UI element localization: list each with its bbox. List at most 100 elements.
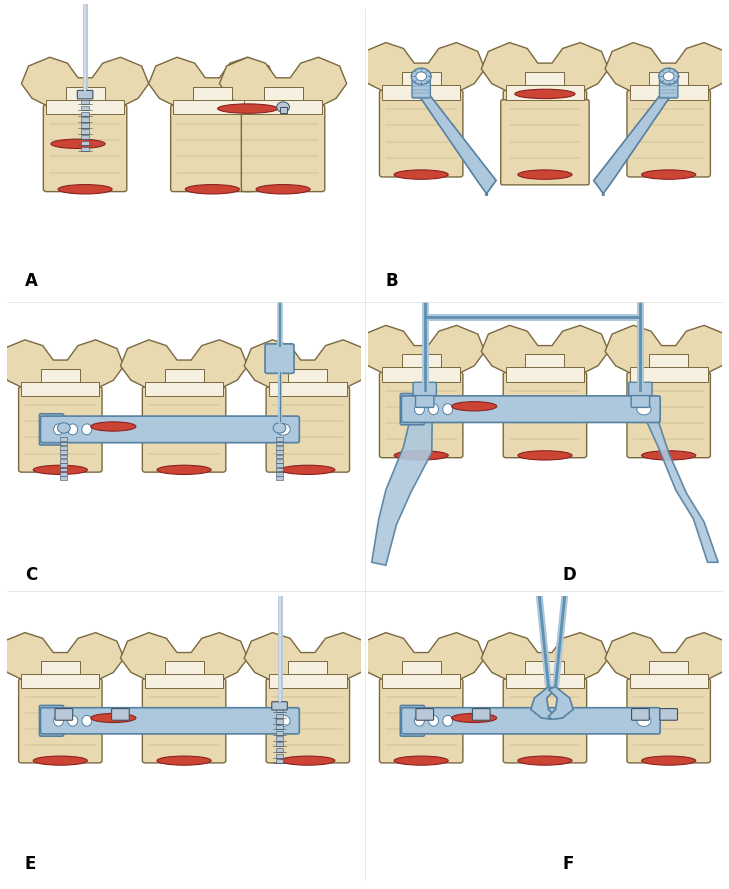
Bar [276,437,283,441]
Ellipse shape [394,451,448,460]
Polygon shape [402,661,440,678]
Circle shape [276,715,290,726]
FancyBboxPatch shape [272,701,287,710]
FancyBboxPatch shape [77,91,93,99]
Ellipse shape [51,139,105,148]
Bar [61,446,67,450]
Bar [276,459,283,462]
Bar [276,477,283,480]
FancyBboxPatch shape [501,100,589,185]
Ellipse shape [256,185,310,194]
FancyBboxPatch shape [241,105,325,192]
Bar [276,736,284,741]
Bar [61,477,67,480]
Ellipse shape [394,170,448,180]
Polygon shape [357,633,485,681]
Polygon shape [21,57,149,107]
Bar [81,117,89,122]
Text: C: C [25,565,37,583]
Polygon shape [219,57,347,107]
Bar [630,85,708,100]
Polygon shape [66,86,104,104]
FancyBboxPatch shape [265,344,294,373]
FancyBboxPatch shape [400,394,424,425]
Bar [46,100,124,115]
FancyBboxPatch shape [380,678,463,763]
Bar [276,719,284,724]
FancyBboxPatch shape [413,382,437,396]
FancyBboxPatch shape [380,372,463,458]
Bar [81,111,89,116]
FancyBboxPatch shape [631,709,650,720]
Circle shape [277,102,289,112]
Polygon shape [244,633,372,681]
FancyBboxPatch shape [39,706,63,736]
Ellipse shape [281,756,335,765]
Polygon shape [650,72,688,90]
Polygon shape [548,686,573,719]
Polygon shape [402,72,440,90]
Polygon shape [531,686,555,719]
Circle shape [416,72,426,81]
FancyBboxPatch shape [142,678,226,763]
FancyBboxPatch shape [627,372,710,458]
Text: A: A [25,272,38,290]
Circle shape [663,72,674,81]
Polygon shape [526,72,564,90]
Ellipse shape [82,716,92,726]
FancyBboxPatch shape [402,708,660,734]
Text: E: E [25,854,36,873]
Ellipse shape [157,465,211,475]
Bar [145,674,223,688]
Ellipse shape [54,716,63,726]
FancyBboxPatch shape [627,678,710,763]
Polygon shape [289,661,327,678]
Bar [630,674,708,688]
Bar [61,437,67,441]
Polygon shape [593,81,674,195]
Ellipse shape [91,713,136,723]
Bar [276,442,283,445]
FancyBboxPatch shape [503,678,587,763]
Ellipse shape [185,185,239,194]
FancyBboxPatch shape [660,79,678,98]
Polygon shape [526,661,564,678]
FancyBboxPatch shape [43,105,127,192]
Bar [276,446,283,450]
Polygon shape [402,354,440,372]
FancyBboxPatch shape [380,90,463,177]
Bar [61,455,67,459]
Ellipse shape [34,756,87,765]
FancyBboxPatch shape [400,706,424,736]
Bar [276,468,283,471]
Bar [276,455,283,459]
Bar [81,147,89,151]
Circle shape [659,68,679,84]
Polygon shape [149,57,276,107]
Bar [276,754,284,757]
Bar [276,714,284,718]
Polygon shape [526,354,564,372]
Bar [61,459,67,462]
Bar [61,451,67,454]
FancyBboxPatch shape [660,709,677,720]
Polygon shape [633,390,718,563]
FancyBboxPatch shape [41,708,300,734]
Bar [276,725,284,729]
Bar [276,759,284,764]
Polygon shape [41,369,79,386]
Polygon shape [0,633,124,681]
Bar [506,674,584,688]
Ellipse shape [518,756,572,765]
Ellipse shape [218,104,278,113]
Bar [21,381,99,396]
FancyBboxPatch shape [39,413,63,445]
Bar [276,748,284,752]
Polygon shape [357,325,485,374]
Bar [276,708,284,712]
Polygon shape [605,633,729,681]
Bar [382,674,460,688]
FancyBboxPatch shape [628,382,652,396]
Polygon shape [481,325,609,374]
Bar [81,140,89,145]
